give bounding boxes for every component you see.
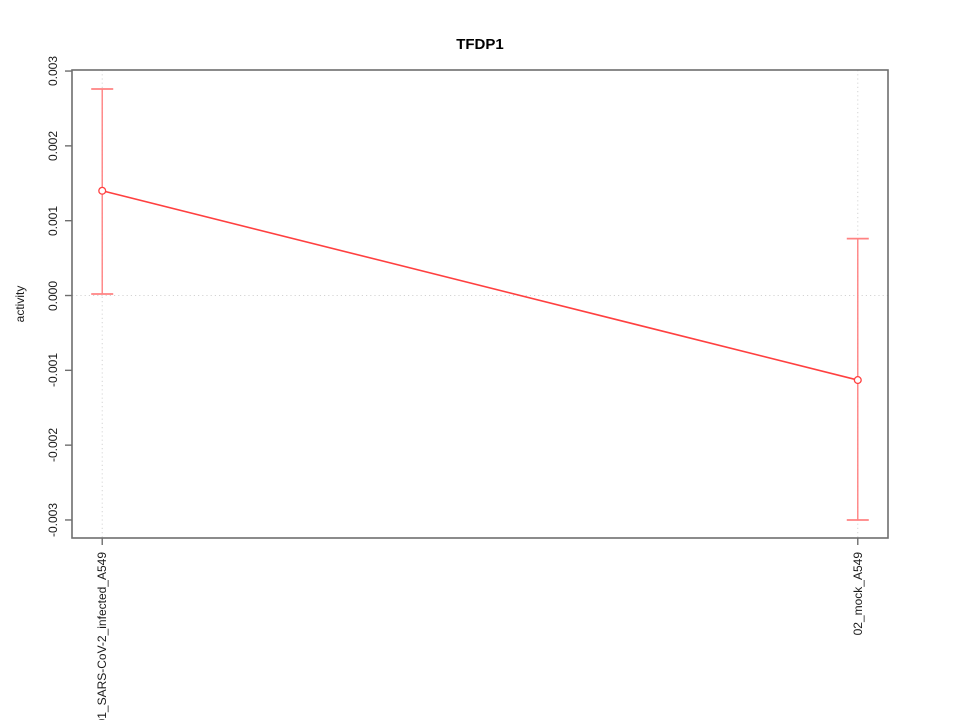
- data-point-marker: [98, 186, 107, 195]
- y-tick-label: 0.003: [46, 56, 60, 87]
- x-tick-label: 01_SARS-CoV-2_infected_A549: [95, 552, 110, 720]
- y-tick-label: -0.003: [46, 502, 60, 537]
- y-tick-label: 0.001: [46, 205, 60, 236]
- y-tick-label: 0.002: [46, 130, 60, 161]
- series-line: [102, 189, 858, 381]
- y-tick-label: -0.002: [46, 428, 60, 463]
- x-tick-label: 02_mock_A549: [850, 552, 865, 636]
- data-point-marker: [853, 376, 862, 385]
- plot-box: [71, 69, 889, 539]
- y-tick-label: 0.000: [46, 280, 60, 311]
- chart-title: TFDP1: [456, 36, 504, 53]
- y-tick-label: -0.001: [46, 353, 60, 388]
